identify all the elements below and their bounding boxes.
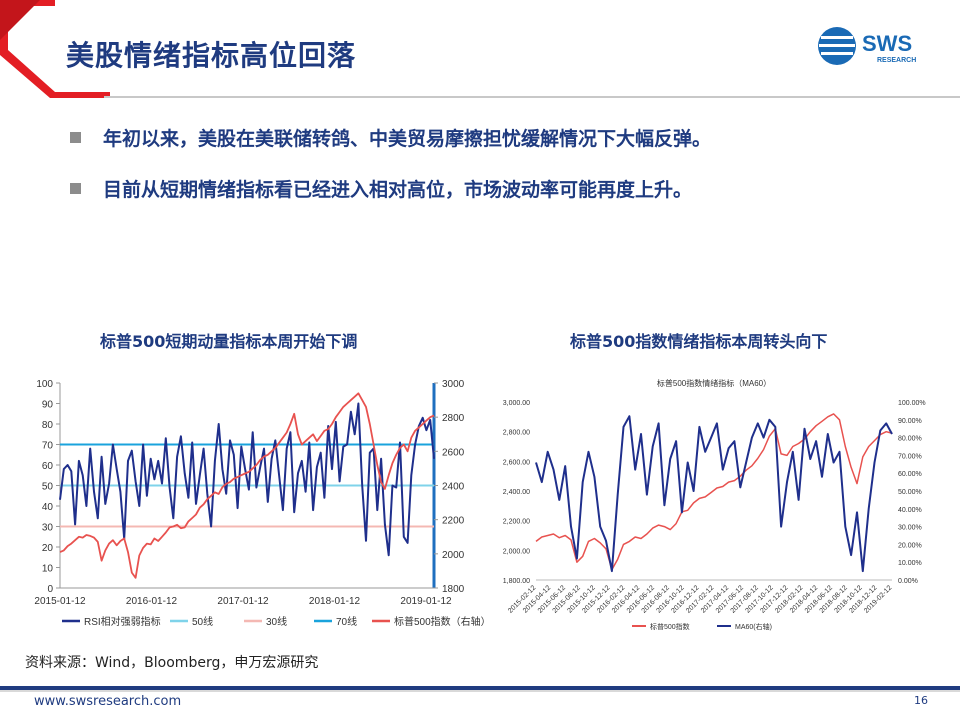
left-tick-label: 80 bbox=[42, 420, 54, 431]
right-tick-label: 2600 bbox=[442, 447, 465, 458]
bullet-2: 目前从短期情绪指标看已经进入相对高位，市场波动率可能再度上升。 bbox=[70, 175, 692, 202]
left-tick-label: 2,400.00 bbox=[503, 489, 530, 496]
sws-logo: SWS RESEARCH bbox=[818, 27, 916, 65]
legend-label: MA60(右轴) bbox=[735, 622, 772, 631]
left-tick-label: 2,200.00 bbox=[503, 519, 530, 526]
left-tick-label: 2,000.00 bbox=[503, 548, 530, 555]
left-tick-label: 10 bbox=[42, 564, 54, 575]
source-note: 资料来源：Wind，Bloomberg，申万宏源研究 bbox=[25, 655, 319, 671]
legend-label: 标普500指数 bbox=[650, 622, 690, 631]
page-number: 16 bbox=[914, 694, 928, 707]
right-tick-label: 2200 bbox=[442, 516, 465, 527]
left-tick-label: 2,600.00 bbox=[503, 459, 530, 466]
right-tick-label: 0.00% bbox=[898, 578, 918, 585]
right-tick-label: 50.00% bbox=[898, 489, 922, 496]
series-line bbox=[59, 402, 435, 557]
bullet-1: 年初以来，美股在美联储转鸽、中美贸易摩擦担忧缓解情况下大幅反弹。 bbox=[70, 124, 711, 151]
legend-label: 50线 bbox=[192, 615, 213, 628]
x-tick-label: 2016-01-12 bbox=[126, 596, 178, 607]
left-tick-label: 0 bbox=[47, 584, 53, 595]
header-red-accent bbox=[0, 0, 110, 98]
series-line bbox=[535, 413, 893, 571]
legend-label: 70线 bbox=[336, 615, 357, 628]
bullet-text: 年初以来，美股在美联储转鸽、中美贸易摩擦担忧缓解情况下大幅反弹。 bbox=[103, 128, 712, 150]
logo-subtext: RESEARCH bbox=[877, 57, 916, 64]
left-tick-label: 40 bbox=[42, 502, 54, 513]
left-tick-label: 50 bbox=[42, 482, 54, 493]
series-line bbox=[59, 392, 435, 579]
left-tick-label: 3,000.00 bbox=[503, 400, 530, 407]
right-tick-label: 20.00% bbox=[898, 542, 922, 549]
chart2-title: 标普500指数情绪指标本周转头向下 bbox=[570, 332, 828, 351]
inner-title: 标普500指数情绪指标（MA60） bbox=[657, 378, 771, 388]
left-tick-label: 30 bbox=[42, 523, 54, 534]
right-tick-label: 60.00% bbox=[898, 471, 922, 478]
footer-bar-thin bbox=[0, 690, 960, 692]
right-tick-label: 80.00% bbox=[898, 436, 922, 443]
right-tick-label: 3000 bbox=[442, 379, 465, 390]
left-tick-label: 70 bbox=[42, 441, 54, 452]
left-tick-label: 1,800.00 bbox=[503, 578, 530, 585]
left-tick-label: 100 bbox=[36, 379, 53, 390]
right-tick-label: 100.00% bbox=[898, 400, 926, 407]
chart1-rsi: 0 10 20 30 40 50 60 70 80 90 100 1800 2000 2200 2400 26… bbox=[34, 379, 491, 628]
legend-label: 标普500指数（右轴） bbox=[394, 615, 491, 628]
right-tick-label: 2000 bbox=[442, 550, 465, 561]
left-tick-label: 60 bbox=[42, 461, 54, 472]
right-tick-label: 40.00% bbox=[898, 507, 922, 514]
chart1-title: 标普500短期动量指标本周开始下调 bbox=[100, 332, 358, 351]
x-tick-label: 2018-01-12 bbox=[309, 596, 361, 607]
right-tick-label: 10.00% bbox=[898, 560, 922, 567]
logo-text: SWS bbox=[862, 31, 912, 56]
footer-bar bbox=[0, 686, 960, 690]
right-tick-label: 2400 bbox=[442, 482, 465, 493]
page-title: 美股情绪指标高位回落 bbox=[66, 39, 357, 72]
bullet-text: 目前从短期情绪指标看已经进入相对高位，市场波动率可能再度上升。 bbox=[103, 179, 693, 201]
x-tick-label: 2015-01-12 bbox=[34, 596, 86, 607]
right-tick-label: 1800 bbox=[442, 584, 465, 595]
series-line bbox=[535, 415, 893, 573]
right-tick-label: 90.00% bbox=[898, 418, 922, 425]
header-divider bbox=[104, 96, 960, 98]
chart2-sentiment: 标普500指数情绪指标（MA60） 1,800.00 2,000.00 2,200.0… bbox=[503, 378, 926, 631]
left-tick-label: 90 bbox=[42, 400, 54, 411]
right-tick-label: 30.00% bbox=[898, 525, 922, 532]
left-tick-label: 2,800.00 bbox=[503, 430, 530, 437]
bullet-square bbox=[70, 183, 81, 194]
legend-label: 30线 bbox=[266, 615, 287, 628]
x-tick-label: 2019-01-12 bbox=[400, 596, 452, 607]
bullet-square bbox=[70, 132, 81, 143]
right-tick-label: 70.00% bbox=[898, 453, 922, 460]
left-tick-label: 20 bbox=[42, 543, 54, 554]
right-tick-label: 2800 bbox=[442, 413, 465, 424]
x-tick-label: 2017-01-12 bbox=[217, 596, 269, 607]
legend-label: RSI相对强弱指标 bbox=[84, 615, 161, 628]
footer-url[interactable]: www.swsresearch.com bbox=[34, 694, 182, 709]
